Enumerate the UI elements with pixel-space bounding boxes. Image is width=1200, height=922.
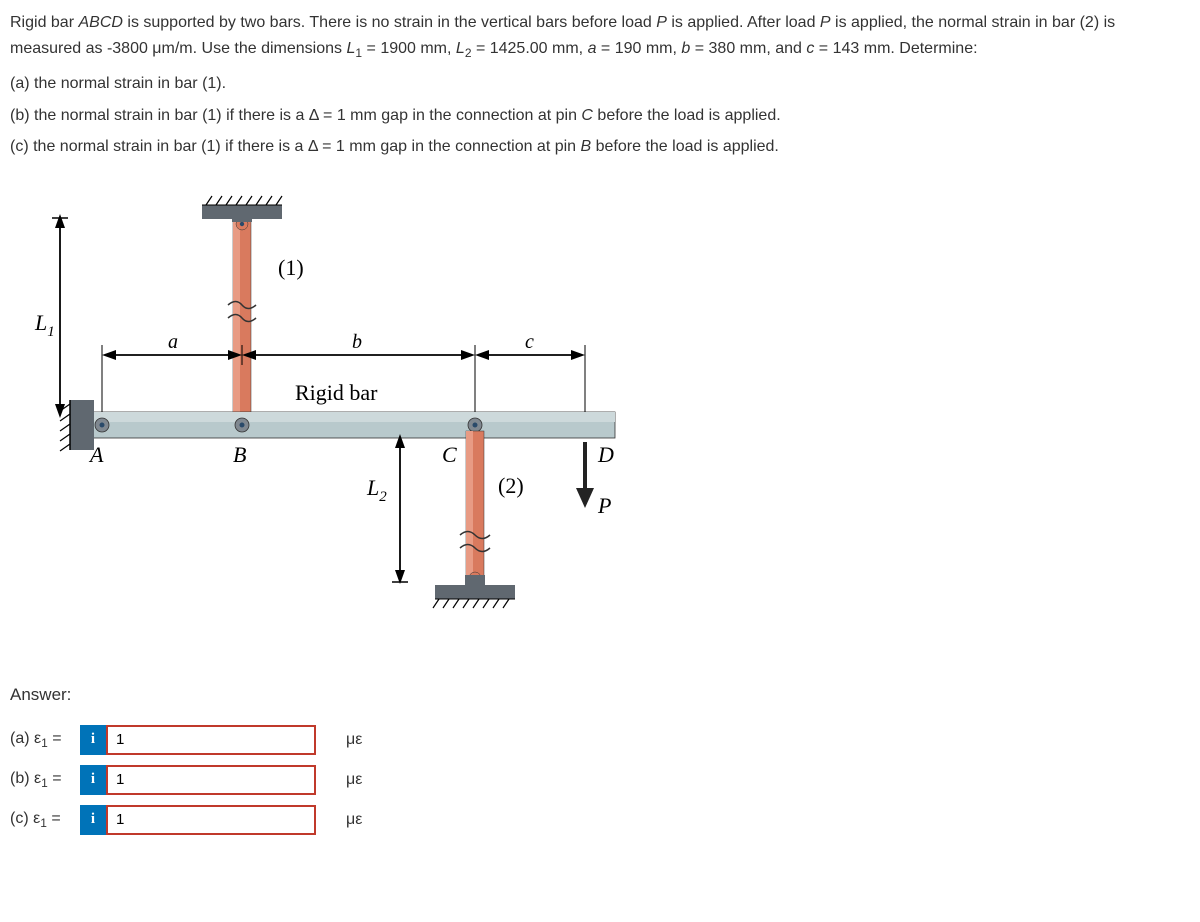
problem-intro: Rigid bar ABCD is supported by two bars.… [10, 10, 1190, 63]
rigid-bar-label: Rigid bar [295, 380, 378, 405]
label-a: A [88, 442, 104, 467]
label-c-pt: C [442, 442, 457, 467]
answer-b-input[interactable] [106, 765, 316, 795]
l1-label: L1 [34, 310, 55, 340]
part-b: (b) the normal strain in bar (1) if ther… [10, 103, 1190, 129]
answer-b-unit: με [346, 771, 362, 789]
answer-heading: Answer: [10, 685, 1190, 705]
answer-row-b: (b) ε1 = i με [10, 765, 1190, 795]
answer-a-prefix: (a) ε1 = [10, 730, 80, 750]
label-b-pt: B [233, 442, 246, 467]
info-icon[interactable]: i [80, 805, 106, 835]
answer-b-prefix: (b) ε1 = [10, 770, 80, 790]
answer-c-unit: με [346, 811, 362, 829]
l2-label: L2 [366, 475, 387, 505]
info-icon[interactable]: i [80, 725, 106, 755]
answer-c-input[interactable] [106, 805, 316, 835]
label-p: P [597, 493, 611, 518]
answer-a-input[interactable] [106, 725, 316, 755]
dim-b: b [352, 331, 362, 353]
bar2-label: (2) [498, 473, 524, 498]
bar1-label: (1) [278, 255, 304, 280]
info-icon[interactable]: i [80, 765, 106, 795]
answer-row-c: (c) ε1 = i με [10, 805, 1190, 835]
label-d: D [597, 442, 614, 467]
dim-c: c [525, 331, 534, 353]
answer-c-prefix: (c) ε1 = [10, 810, 80, 830]
answer-row-a: (a) ε1 = i με [10, 725, 1190, 755]
part-c: (c) the normal strain in bar (1) if ther… [10, 134, 1190, 160]
answer-section: Answer: (a) ε1 = i με (b) ε1 = i με (c) … [10, 685, 1190, 835]
part-a: (a) the normal strain in bar (1). [10, 71, 1190, 97]
diagram: (1) L1 [30, 190, 1190, 655]
answer-a-unit: με [346, 731, 362, 749]
dim-a: a [168, 331, 178, 353]
